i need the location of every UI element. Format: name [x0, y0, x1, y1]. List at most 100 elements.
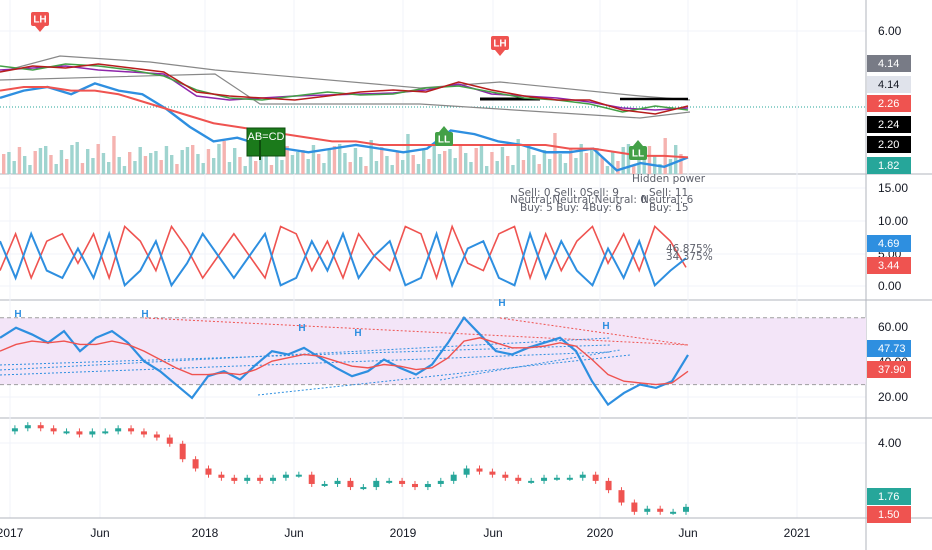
price-tag-label: 2.20: [878, 139, 899, 151]
volume-bar: [175, 164, 179, 174]
candle-body: [476, 468, 483, 472]
volume-bar: [107, 162, 111, 174]
y-tick-label: 4.00: [878, 436, 902, 450]
x-tick-label: 2019: [390, 526, 417, 540]
volume-bar: [590, 150, 594, 174]
hidden-power-line: [0, 224, 687, 281]
volume-bar: [595, 148, 599, 174]
volume-bar: [448, 149, 452, 174]
volume-bar: [485, 166, 489, 174]
price-tag-label: 4.14: [878, 58, 899, 70]
volume-bar: [17, 147, 22, 174]
volume-bar: [275, 151, 279, 174]
price-tag: [867, 257, 911, 274]
volume-bar: [632, 165, 636, 174]
volume-bar: [348, 162, 352, 174]
volume-bar: [369, 140, 373, 174]
candle-body: [115, 428, 122, 432]
volume-bar: [217, 144, 221, 174]
volume-bar: [180, 150, 184, 174]
volume-bar: [301, 150, 305, 174]
price-tag-label: 3.44: [878, 260, 899, 272]
volume-bar: [611, 152, 615, 174]
volume-bar: [80, 163, 85, 174]
candle-body: [192, 459, 199, 469]
volume-bar: [390, 165, 394, 174]
volume-bar: [238, 157, 242, 174]
volume-bar: [54, 164, 58, 174]
marker-label: LH: [493, 39, 506, 50]
volume-bar: [269, 165, 274, 174]
volume-bar: [201, 163, 205, 174]
x-tick-label: Jun: [483, 526, 502, 540]
marker-pointer: [35, 26, 45, 32]
candle-body: [334, 480, 341, 484]
candle-body: [50, 428, 57, 432]
volume-bar: [75, 142, 79, 174]
volume-bar: [374, 161, 379, 174]
rsi-trend-line: [439, 349, 621, 381]
marker-label: LH: [33, 15, 46, 26]
volume-bar: [311, 145, 316, 174]
candle-body: [515, 477, 522, 481]
drawing-layer: [0, 55, 866, 396]
price-series-line: [0, 82, 689, 172]
candle-body: [618, 490, 625, 503]
hidden-power-annotation: Neutral: 6: [641, 194, 694, 206]
volume-bar: [432, 145, 436, 174]
volume-bar: [674, 145, 678, 174]
volume-bar: [642, 160, 646, 174]
volume-bar: [626, 144, 631, 174]
volume-bar: [563, 163, 568, 174]
candle-body: [128, 428, 135, 432]
volume-bar: [254, 161, 258, 174]
candle-body: [76, 431, 83, 435]
volume-bar: [401, 160, 405, 174]
moving-average-line: [0, 63, 689, 115]
price-tag: [867, 76, 911, 93]
candle-body: [295, 474, 302, 477]
volume-bar: [584, 153, 589, 174]
volume-bar: [28, 165, 32, 174]
candle-body: [153, 434, 160, 438]
price-tag-label: 37.90: [878, 364, 906, 376]
marker-label: LL: [438, 135, 450, 146]
volume-bar: [500, 147, 505, 174]
price-tag-layer: 4.14 4.14 2.26 2.24 2.20 1.82 4.69 3.44 47.73 37.…: [867, 55, 911, 523]
price-tag-label: 1.76: [878, 491, 899, 503]
volume-bar: [65, 159, 69, 174]
hidden-power-annotation: 46.875%: [666, 243, 713, 255]
hidden-power-title: Hidden power: [632, 173, 706, 185]
candle-body: [24, 425, 31, 429]
volume-bar: [2, 154, 6, 174]
volume-bar: [416, 164, 421, 174]
candle-body: [592, 474, 599, 481]
volume-bar: [296, 152, 300, 174]
volume-bar: [548, 159, 552, 174]
volume-bar: [621, 147, 625, 174]
volume-bar: [191, 145, 195, 174]
volume-bar: [647, 146, 652, 174]
hidden-power-annotation: Neutral:Neutral:Neutral: 0: [510, 194, 647, 206]
rsi-trend-line: [0, 351, 611, 376]
volume-bar: [227, 162, 232, 174]
volume-bar: [332, 146, 337, 174]
volume-bar: [206, 149, 211, 174]
hidden-power-annotation: Sell: 0 Sell: 0Sell: 9: [518, 187, 619, 199]
candle-body: [89, 431, 96, 435]
volume-bar: [605, 166, 610, 174]
candle-body: [257, 477, 264, 481]
marker-pointer: [495, 50, 505, 56]
marker-pointer: [439, 126, 449, 132]
trend-channel-top: [0, 55, 691, 101]
volume-bar: [453, 158, 457, 174]
candle-body: [541, 477, 548, 481]
hidden-power-annotation: Buy: 5 Buy: 4Buy: 6: [520, 202, 622, 214]
volume-bar: [33, 151, 37, 174]
candle-body: [11, 428, 18, 432]
volume-bar: [285, 146, 289, 174]
volume-bar: [658, 164, 662, 174]
